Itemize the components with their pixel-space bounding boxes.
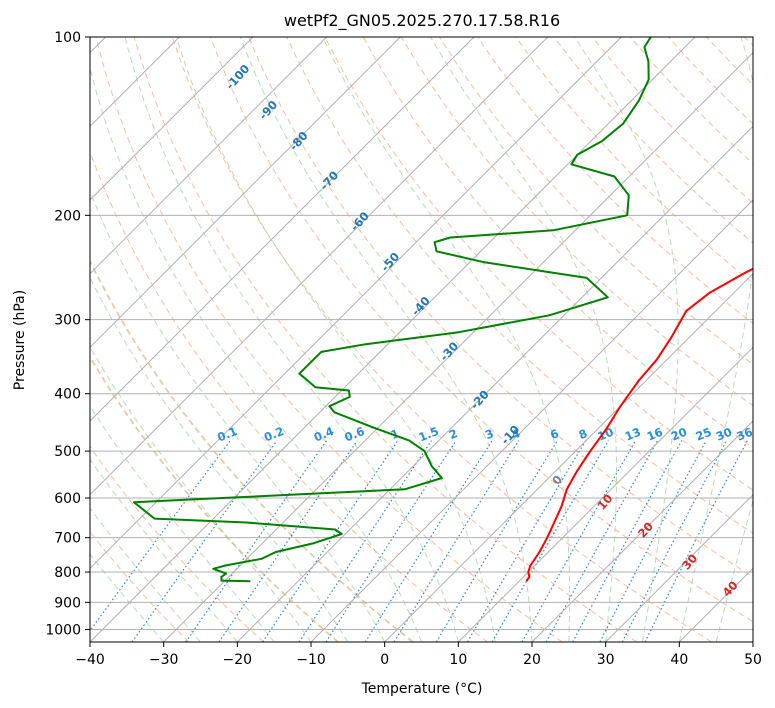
moist-adiabat-line	[90, 65, 422, 642]
y-tick-label: 700	[54, 531, 81, 547]
y-tick-label: 400	[54, 387, 81, 403]
dry-adiabat-line	[95, 37, 563, 642]
isotherm-gridline	[90, 37, 401, 349]
dry-adiabat-line	[248, 37, 753, 578]
x-tick-label: −30	[149, 652, 179, 668]
mixing-ratio-line	[521, 440, 637, 642]
dry-adiabat-line	[324, 37, 753, 491]
isotherm-gridline	[90, 37, 254, 201]
dry-adiabat-line	[90, 258, 414, 642]
isotherm-gridline	[90, 37, 549, 496]
chart-title: wetPf2_GN05.2025.270.17.58.R16	[284, 11, 560, 31]
mixing-ratio-label: 25	[693, 425, 713, 444]
mixing-ratio-line	[491, 440, 609, 642]
isotherm-gridline	[163, 51, 753, 642]
moist-adiabat-line	[239, 37, 533, 642]
moist-adiabat-line	[124, 37, 459, 642]
y-axis: 100 200 300 400 500 600 700 800 900 1000	[45, 30, 90, 638]
dry-adiabat-line	[90, 445, 264, 642]
mixing-ratio-label: 10	[596, 425, 616, 444]
dry-adiabat-line	[210, 37, 753, 623]
mixing-ratio-line	[435, 440, 558, 642]
mixing-ratio-line	[90, 440, 231, 632]
mixing-ratio-line	[364, 440, 493, 642]
x-tick-label: 20	[523, 652, 541, 668]
y-tick-label: 600	[54, 491, 81, 507]
isotherm-gridline	[90, 37, 622, 570]
moist-adiabat-line	[574, 37, 679, 642]
isotherm-gridline	[90, 37, 328, 275]
isotherm-gridline	[236, 125, 753, 642]
mixing-ratio-line	[644, 440, 748, 642]
isotherm-gridline	[605, 493, 753, 642]
moist-adiabat-line	[90, 458, 238, 642]
dry-adiabat-line	[515, 37, 753, 284]
y-tick-label: 800	[54, 565, 81, 581]
mixing-ratio-line	[621, 440, 728, 642]
moist-adiabat-line	[90, 507, 201, 642]
mixing-ratio-label: 20	[669, 425, 689, 444]
moist-adiabat-line	[90, 405, 275, 642]
dewpoint-profile-line	[133, 37, 652, 583]
mixing-ratio-line	[185, 440, 328, 642]
moist-adiabat-line	[430, 37, 617, 642]
moist-adiabat-line	[175, 37, 496, 642]
mixing-ratio-line	[325, 440, 457, 642]
mixing-ratio-line	[218, 440, 358, 642]
moist-adiabat-line	[90, 553, 165, 642]
grid-lines	[90, 37, 753, 642]
mixing-ratio-line	[466, 440, 587, 642]
mixing-ratio-line	[572, 440, 683, 642]
y-tick-label: 200	[54, 208, 81, 224]
x-tick-label: 10	[449, 652, 467, 668]
moist-adiabat-line	[90, 189, 386, 642]
x-tick-label: 30	[597, 652, 615, 668]
moist-adiabat-line	[715, 498, 753, 642]
mixing-ratio-label: 13	[623, 425, 643, 444]
mixing-ratio-lines	[90, 440, 748, 642]
x-axis-label: Temperature (°C)	[361, 681, 483, 697]
isotherm-gridline	[310, 199, 753, 642]
isotherm-gridline	[90, 37, 475, 422]
x-tick-label: −20	[223, 652, 253, 668]
isotherm-gridline	[384, 272, 753, 642]
dry-adiabat-line	[133, 37, 638, 642]
plot-frame	[89, 36, 754, 643]
dry-adiabat-line	[286, 37, 753, 534]
dry-adiabats	[90, 37, 753, 642]
x-tick-label: 40	[670, 652, 688, 668]
isotherm-gridline	[531, 420, 753, 642]
moist-adiabat-line	[322, 37, 571, 642]
isotherm-gridline	[457, 346, 753, 642]
temperature-profile-line	[525, 267, 753, 582]
y-tick-label: 500	[54, 444, 81, 460]
moist-adiabat-line	[678, 37, 753, 642]
y-tick-label: 300	[54, 313, 81, 329]
mixing-ratio-line	[545, 440, 659, 642]
sounding-series	[133, 37, 753, 583]
x-tick-label: −40	[75, 652, 105, 668]
y-tick-label: 1000	[45, 622, 81, 638]
y-tick-label: 900	[54, 595, 81, 611]
x-tick-label: 0	[380, 652, 389, 668]
moist-adiabat-line	[90, 276, 349, 642]
dry-adiabat-line	[90, 355, 339, 642]
y-axis-label: Pressure (hPa)	[12, 290, 28, 390]
mixing-ratio-label: 30	[714, 425, 734, 444]
x-tick-label: −10	[296, 652, 326, 668]
mixing-ratio-label: 16	[645, 425, 665, 444]
mixing-ratio-label: 36	[735, 425, 755, 444]
x-tick-label: 50	[744, 652, 762, 668]
dry-adiabat-line	[171, 37, 712, 642]
x-axis: −40 −30 −20 −10 0 10 20 30 40 50	[75, 642, 762, 668]
y-tick-label: 100	[54, 30, 81, 46]
moist-adiabats	[90, 37, 753, 642]
isotherm-gridline	[90, 37, 696, 642]
